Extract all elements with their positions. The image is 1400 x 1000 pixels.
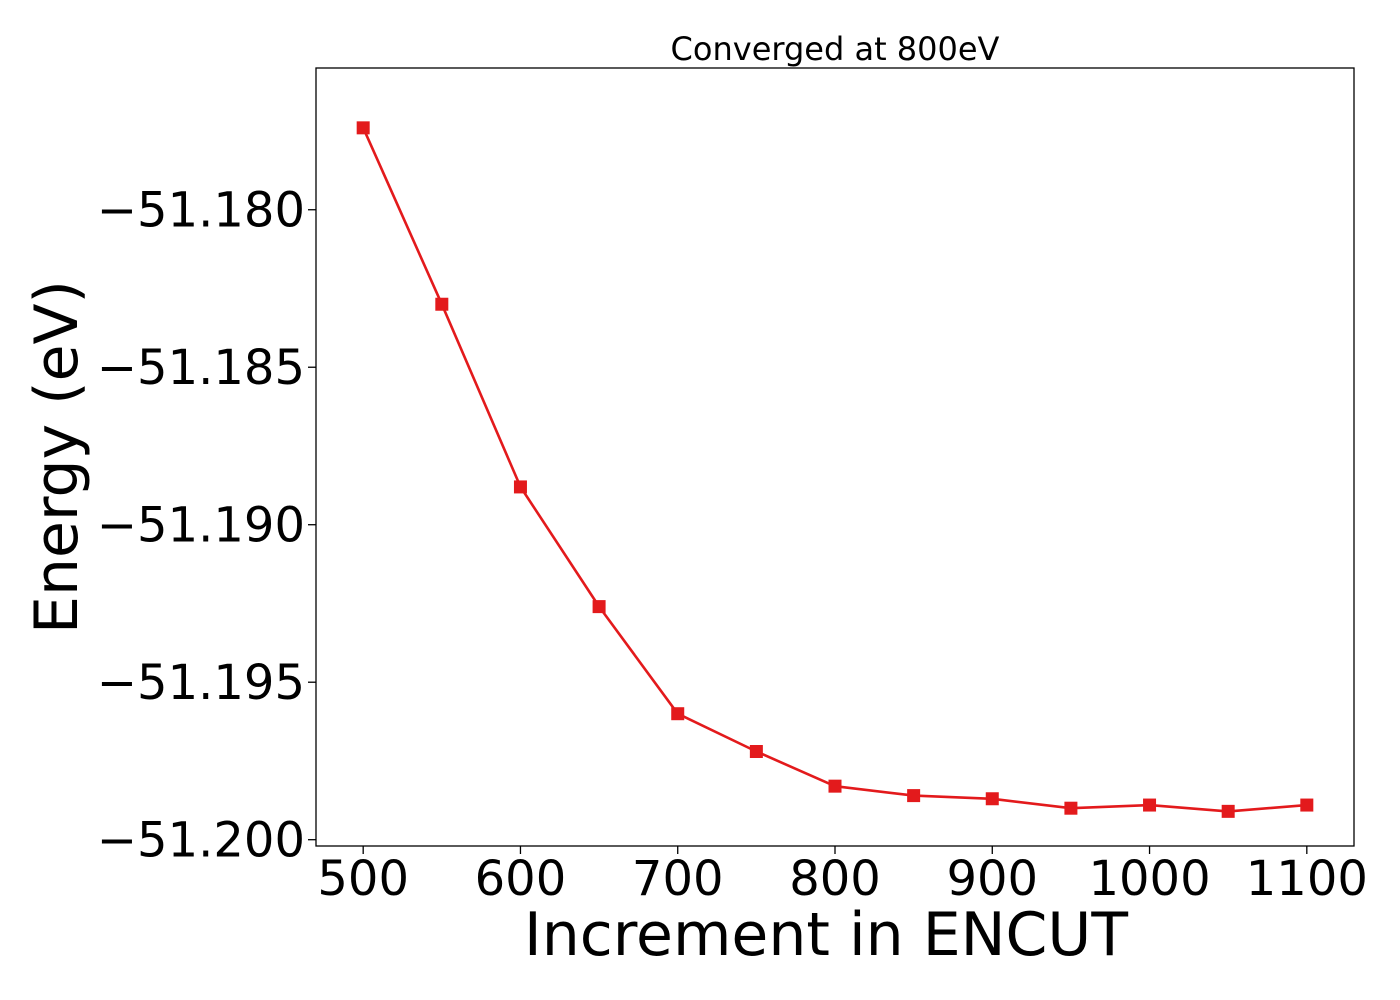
y-axis-ticks: −51.180 −51.185 −51.190 −51.195 −51.200 [97, 183, 316, 869]
data-point-marker [1300, 798, 1314, 812]
series-layer [356, 121, 1314, 818]
x-axis-ticks: 500 600 700 800 900 1000 1100 [317, 846, 1368, 907]
y-tick-label: −51.190 [97, 498, 305, 554]
data-point-marker [356, 121, 370, 135]
data-point-marker [1143, 798, 1157, 812]
y-axis-label: Energy (eV) [22, 280, 92, 634]
x-tick-label: 1000 [1088, 851, 1210, 907]
y-tick-label: −51.195 [97, 655, 305, 711]
data-point-marker [749, 745, 763, 759]
x-axis-label: Increment in ENCUT [524, 900, 1128, 970]
data-point-marker [985, 792, 999, 806]
data-point-marker [907, 789, 921, 803]
data-point-marker [1064, 801, 1078, 815]
data-point-marker [1221, 804, 1235, 818]
y-tick-label: −51.185 [97, 340, 305, 396]
x-tick-label: 900 [946, 851, 1038, 907]
plot-area [316, 68, 1354, 846]
data-point-marker [513, 480, 527, 494]
x-tick-label: 600 [475, 851, 567, 907]
plot-frame [315, 67, 1355, 847]
y-tick-label: −51.180 [97, 183, 305, 239]
data-point-marker [592, 600, 606, 614]
x-tick-label: 800 [789, 851, 881, 907]
chart-title: Converged at 800eV [671, 30, 1000, 68]
x-tick-label: 1100 [1246, 851, 1368, 907]
x-tick-label: 500 [317, 851, 409, 907]
data-point-marker [828, 779, 842, 793]
data-point-marker [671, 707, 685, 721]
x-tick-label: 700 [632, 851, 724, 907]
y-tick-label: −51.200 [97, 813, 305, 869]
data-point-marker [435, 297, 449, 311]
